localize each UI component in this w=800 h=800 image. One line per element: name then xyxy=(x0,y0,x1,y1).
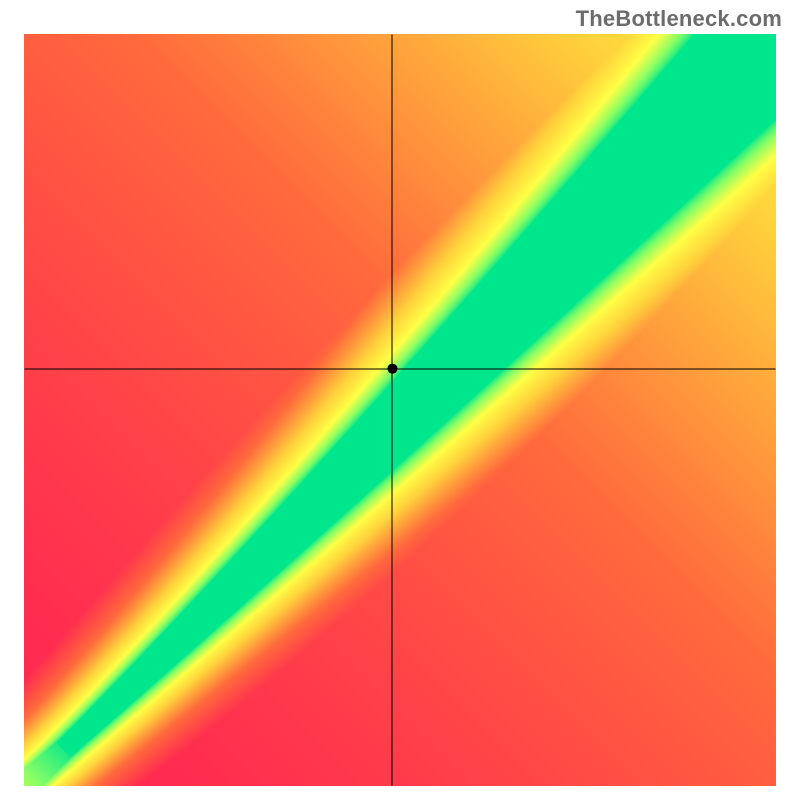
attribution-label: TheBottleneck.com xyxy=(576,6,782,32)
chart-container: { "attribution": { "text": "TheBottlenec… xyxy=(0,0,800,800)
heatmap-plot xyxy=(24,34,776,786)
crosshair-overlay xyxy=(24,34,776,786)
